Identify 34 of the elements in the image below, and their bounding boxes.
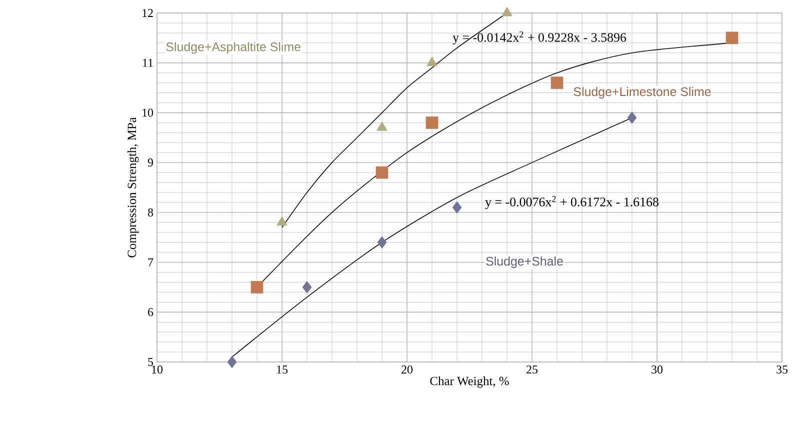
point (502, 6, 512, 16)
y-tick-label: 8 (148, 208, 154, 216)
x-tick-label: 15 (277, 366, 288, 374)
point (627, 112, 637, 124)
point (377, 236, 387, 249)
point (227, 356, 237, 368)
y-axis-title: Compression Strength, MPa (127, 117, 139, 258)
annotation: y = -0.0142x$^{2}$ + 0.9228x - 3.5896 (452, 31, 626, 45)
point (302, 281, 312, 294)
y-tick-label: 7 (148, 258, 154, 266)
point (550, 76, 564, 89)
x-tick-label: 30 (652, 366, 663, 374)
y-tick-label: 9 (148, 158, 153, 167)
point (426, 116, 438, 129)
y-tick-label: 11 (143, 58, 153, 67)
y-tick-label: 6 (148, 308, 154, 316)
x-tick-label: 25 (526, 366, 538, 374)
y-tick-label: 10 (142, 108, 154, 117)
point (726, 32, 738, 44)
x-axis-title: Char Weight, % (430, 376, 509, 388)
point (426, 56, 438, 66)
series-label: Sludge+Limestone Slime (574, 86, 711, 99)
point (376, 166, 388, 179)
annotation: y = -0.0076x$^{2}$ + 0.6172x - 1.6168 (485, 196, 658, 210)
text: Sludge+Shale (486, 256, 563, 268)
y-tick-label: 12 (142, 9, 153, 17)
text: Sludge+Asphaltite Slime (166, 42, 300, 54)
point (452, 201, 462, 214)
point (250, 281, 264, 294)
x-tick-label: 35 (776, 366, 788, 374)
y-tick-label: 5 (148, 358, 154, 366)
x-tick-label: 20 (402, 366, 413, 374)
point (376, 121, 388, 131)
point (276, 216, 288, 226)
